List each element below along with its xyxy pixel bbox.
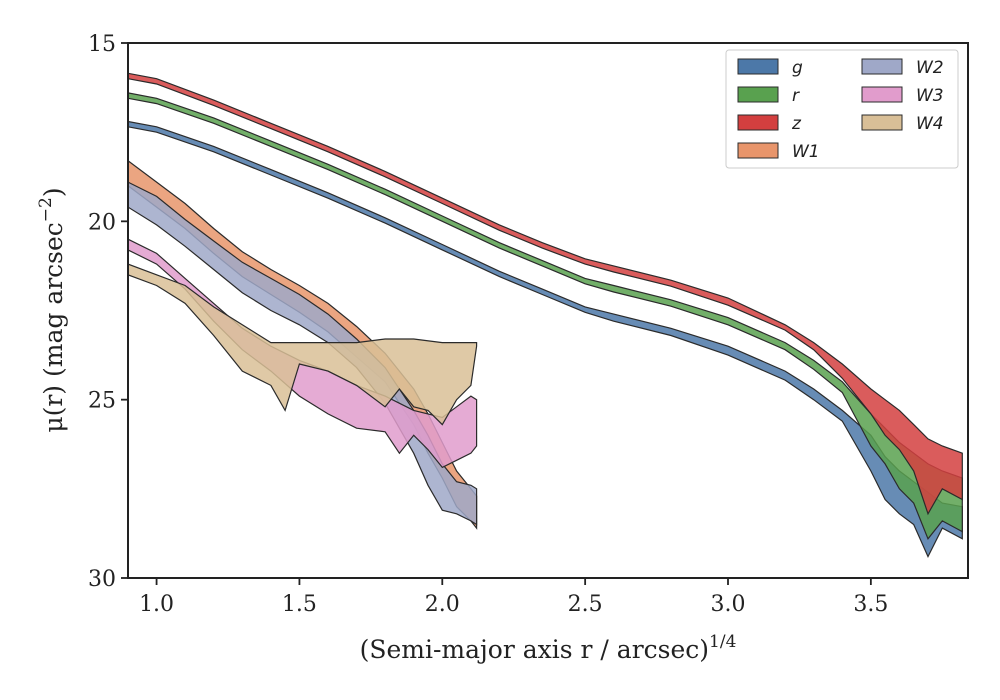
band-r	[128, 92, 963, 540]
legend-item-z: z	[737, 114, 802, 134]
legend-label: W4	[916, 114, 944, 134]
legend-label: W3	[916, 86, 944, 106]
band-w2	[128, 181, 478, 526]
x-tick-label: 3.0	[711, 592, 746, 617]
x-axis-label: (Semi-major axis r / arcsec)1/4	[360, 632, 737, 664]
band-z	[128, 72, 963, 516]
legend: grz W1 W2 W3 W4	[725, 49, 959, 169]
legend-swatch	[861, 114, 903, 131]
legend-item-w3: W3	[861, 86, 944, 106]
legend-label: z	[791, 114, 802, 134]
band-layer	[128, 72, 963, 559]
legend-item-w2: W2	[861, 58, 944, 78]
x-tick-label: 3.5	[853, 592, 888, 617]
legend-label: g	[792, 58, 803, 78]
legend-label: r	[792, 86, 800, 106]
y-tick-label: 30	[88, 567, 116, 592]
legend-swatch	[737, 114, 779, 131]
y-axis-label: μ(r) (mag arcsec−2)	[36, 187, 68, 432]
axes-layer: 1.0 1.5 2.0 2.5 3.0 3.5 15 20 25 30	[88, 32, 969, 617]
band-w4	[128, 263, 478, 426]
y-tick-label: 20	[88, 210, 116, 235]
x-tick-label: 2.0	[425, 592, 460, 617]
x-tick-label: 2.5	[568, 592, 603, 617]
x-tick-label: 1.0	[139, 592, 174, 617]
y-tick-label: 15	[88, 32, 116, 57]
legend-item-w4: W4	[861, 114, 944, 134]
legend-swatch	[861, 86, 903, 103]
legend-swatch	[737, 86, 779, 103]
plot-frame	[127, 42, 969, 579]
legend-label: W1	[792, 142, 820, 162]
legend-item-g: g	[737, 58, 803, 78]
legend-item-r: r	[737, 86, 800, 106]
band-g	[128, 120, 963, 559]
legend-box	[725, 49, 959, 169]
legend-swatch	[861, 58, 903, 75]
legend-swatch	[737, 142, 779, 159]
legend-label: W2	[916, 58, 944, 78]
legend-swatch	[737, 58, 779, 75]
y-tick-label: 25	[88, 389, 116, 414]
legend-item-w1: W1	[737, 142, 820, 162]
x-tick-label: 1.5	[282, 592, 317, 617]
